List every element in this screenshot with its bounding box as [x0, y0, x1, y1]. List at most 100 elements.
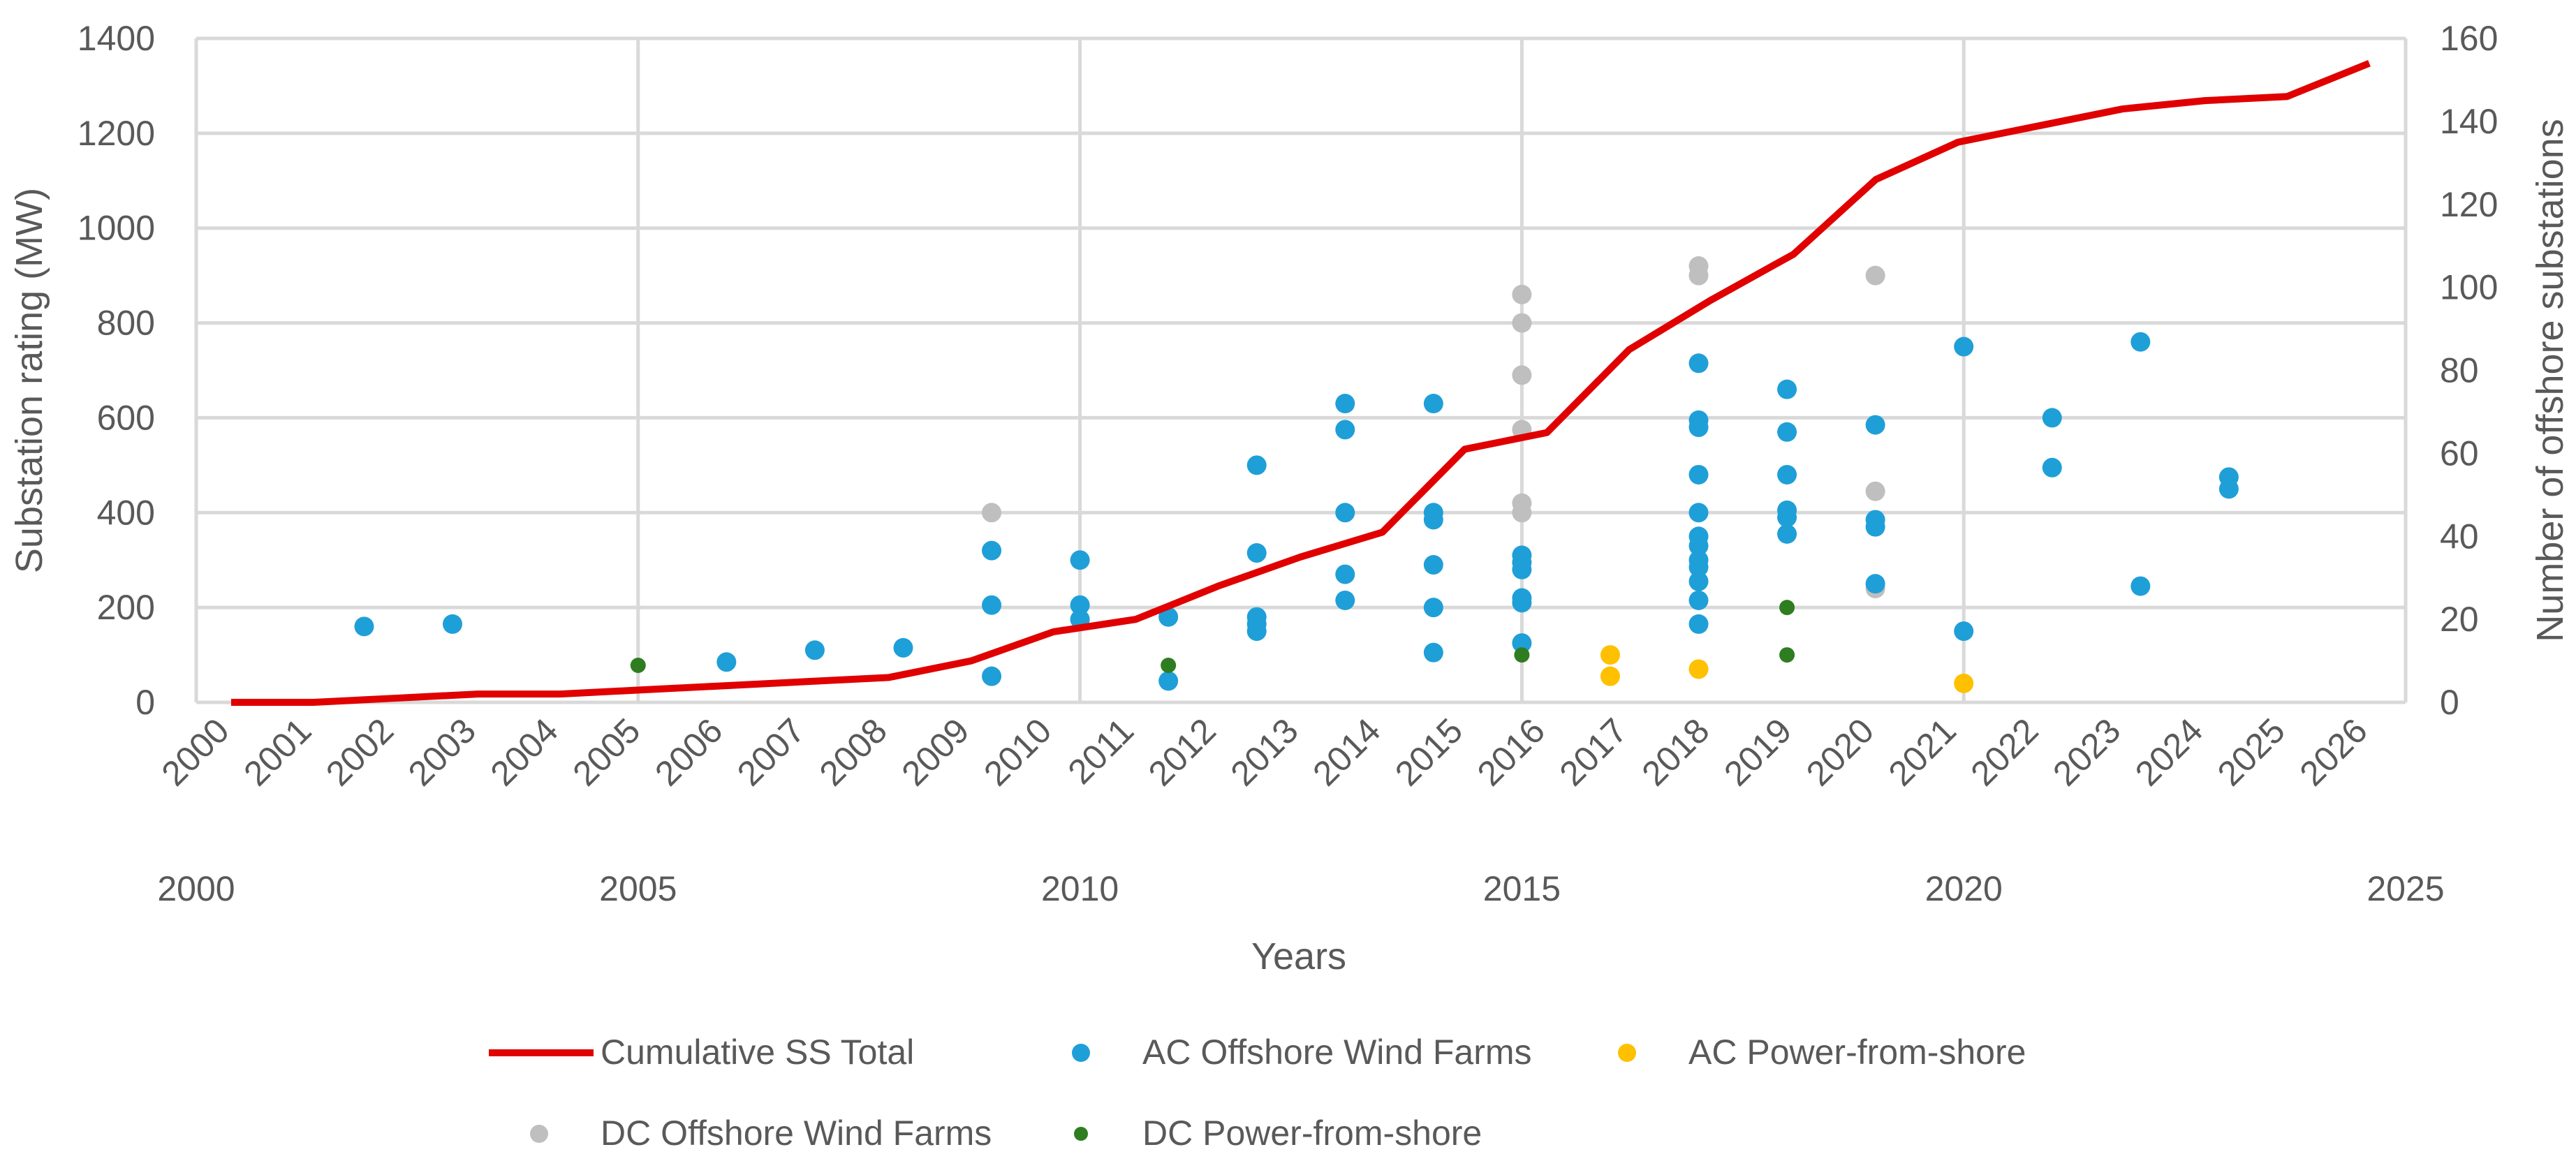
- category-tick-label: 2007: [730, 711, 812, 793]
- left-tick-label: 400: [97, 493, 155, 532]
- category-tick-label: 2026: [2292, 711, 2375, 793]
- ac-offshore-wind-farms-point: [982, 540, 1002, 561]
- dc-power-from-shore-point: [1161, 658, 1177, 674]
- left-axis-title: Substation rating (MW): [8, 188, 50, 573]
- ac-offshore-wind-farms-point: [354, 616, 374, 637]
- right-tick-label: 0: [2440, 683, 2459, 722]
- ac-offshore-wind-farms-point: [1335, 503, 1355, 523]
- ac-offshore-wind-farms-point: [1865, 517, 1885, 537]
- category-tick-label: 2002: [318, 711, 401, 793]
- ac-offshore-wind-farms-point: [982, 666, 1002, 686]
- ac-offshore-wind-farms-point: [1688, 557, 1709, 577]
- ac-offshore-wind-farms-point: [1688, 614, 1709, 634]
- ac-offshore-wind-farms-point: [2218, 479, 2239, 499]
- ac-power-from-shore-point: [1600, 645, 1620, 665]
- category-tick-label: 2024: [2128, 711, 2210, 793]
- bottom-tick-label: 2015: [1483, 869, 1561, 908]
- legend-marker-dc-pfs: [1074, 1127, 1088, 1141]
- ac-offshore-wind-farms-point: [1777, 524, 1797, 544]
- ac-offshore-wind-farms-point: [1688, 571, 1709, 591]
- category-tick-label: 2005: [565, 711, 647, 793]
- ac-offshore-wind-farms-point: [1688, 353, 1709, 374]
- ac-offshore-wind-farms-point: [1246, 543, 1267, 563]
- category-tick-label: 2009: [894, 711, 976, 793]
- ac-offshore-wind-farms-point: [982, 595, 1002, 615]
- category-tick-label: 2013: [1223, 711, 1306, 793]
- ac-offshore-wind-farms-point: [1423, 394, 1443, 414]
- bottom-tick-label: 2020: [1925, 869, 2003, 908]
- category-tick-label: 2019: [1716, 711, 1799, 793]
- ac-offshore-wind-farms-point: [1777, 464, 1797, 485]
- ac-offshore-wind-farms-point: [1423, 598, 1443, 618]
- ac-offshore-wind-farms-point: [1070, 595, 1090, 615]
- gridlines: [194, 36, 2408, 704]
- bottom-tick-label: 2025: [2367, 869, 2444, 908]
- x-axis-title: Years: [1251, 936, 1346, 977]
- ac-power-from-shore-point: [1688, 659, 1709, 679]
- left-tick-label: 1000: [78, 209, 155, 248]
- ac-power-from-shore-point: [1954, 673, 1974, 693]
- right-tick-label: 80: [2440, 351, 2479, 390]
- ac-offshore-wind-farms-point: [1954, 621, 1974, 642]
- right-tick-label: 40: [2440, 517, 2479, 556]
- dc-offshore-wind-farms-point: [1512, 313, 1532, 333]
- ac-offshore-wind-farms-point: [1335, 590, 1355, 610]
- category-tick-label: 2015: [1388, 711, 1470, 793]
- ac-offshore-wind-farms-point: [2042, 457, 2062, 478]
- bottom-tick-label: 2005: [599, 869, 677, 908]
- scatter-series-group: [354, 256, 2239, 693]
- category-tick-label: 2017: [1552, 711, 1635, 793]
- category-tick-label: 2016: [1470, 711, 1552, 793]
- dc-power-from-shore-point: [1779, 600, 1795, 616]
- ac-power-from-shore-point: [1600, 666, 1620, 686]
- left-tick-label: 1400: [78, 19, 155, 58]
- ac-offshore-wind-farms-point: [1954, 337, 1974, 357]
- ac-offshore-wind-farms-point: [1865, 574, 1885, 594]
- ac-offshore-wind-farms-point: [1423, 642, 1443, 663]
- ac-offshore-wind-farms-point: [1688, 464, 1709, 485]
- ac-offshore-wind-farms-point: [1688, 535, 1709, 556]
- category-tick-label: 2018: [1634, 711, 1716, 793]
- ac-offshore-wind-farms-point: [1688, 417, 1709, 438]
- dc-offshore-wind-farms-point: [1688, 265, 1709, 286]
- line-series-group: [231, 60, 2371, 706]
- ac-offshore-wind-farms-point: [1246, 455, 1267, 475]
- category-tick-label: 2010: [976, 711, 1059, 793]
- category-tick-label: 2012: [1141, 711, 1223, 793]
- left-tick-label: 200: [97, 588, 155, 627]
- right-y-axis-ticks: 0 20 40 60 80 100 120 140 160: [2440, 19, 2498, 722]
- category-tick-label: 2000: [154, 711, 237, 793]
- right-tick-label: 100: [2440, 268, 2498, 307]
- ac-offshore-wind-farms-point: [2130, 332, 2151, 352]
- right-tick-label: 60: [2440, 434, 2479, 473]
- legend-label-ac-owf: AC Offshore Wind Farms: [1142, 1033, 1532, 1072]
- right-tick-label: 140: [2440, 102, 2498, 141]
- right-tick-label: 20: [2440, 600, 2479, 639]
- left-y-axis-ticks: 0 200 400 600 800 1000 1200 1400: [78, 19, 155, 722]
- category-tick-label: 2011: [1061, 711, 1142, 792]
- ac-offshore-wind-farms-point: [893, 637, 913, 658]
- dc-power-from-shore-point: [630, 658, 646, 674]
- ac-offshore-wind-farms-point: [1335, 420, 1355, 440]
- category-tick-label: 2006: [647, 711, 730, 793]
- ac-offshore-wind-farms-point: [1158, 607, 1179, 627]
- ac-offshore-wind-farms-point: [804, 640, 825, 660]
- dc-offshore-wind-farms-point: [1865, 265, 1885, 286]
- ac-offshore-wind-farms-point: [1777, 508, 1797, 528]
- ac-offshore-wind-farms-point: [1246, 621, 1267, 642]
- bottom-tick-label: 2000: [157, 869, 235, 908]
- ac-offshore-wind-farms-point: [716, 652, 737, 672]
- ac-offshore-wind-farms-point: [1423, 510, 1443, 530]
- left-tick-label: 1200: [78, 114, 155, 153]
- dc-offshore-wind-farms-point: [1512, 365, 1532, 385]
- ac-offshore-wind-farms-point: [1423, 555, 1443, 575]
- ac-offshore-wind-farms-point: [1512, 633, 1532, 653]
- legend-marker-ac-pfs: [1618, 1044, 1636, 1062]
- right-tick-label: 120: [2440, 185, 2498, 224]
- category-tick-label: 2022: [1963, 711, 2045, 793]
- category-tick-label: 2023: [2045, 711, 2128, 793]
- ac-offshore-wind-farms-point: [1070, 550, 1090, 570]
- right-axis-title: Number of offshore substations: [2529, 119, 2571, 642]
- category-tick-label: 2021: [1881, 711, 1964, 793]
